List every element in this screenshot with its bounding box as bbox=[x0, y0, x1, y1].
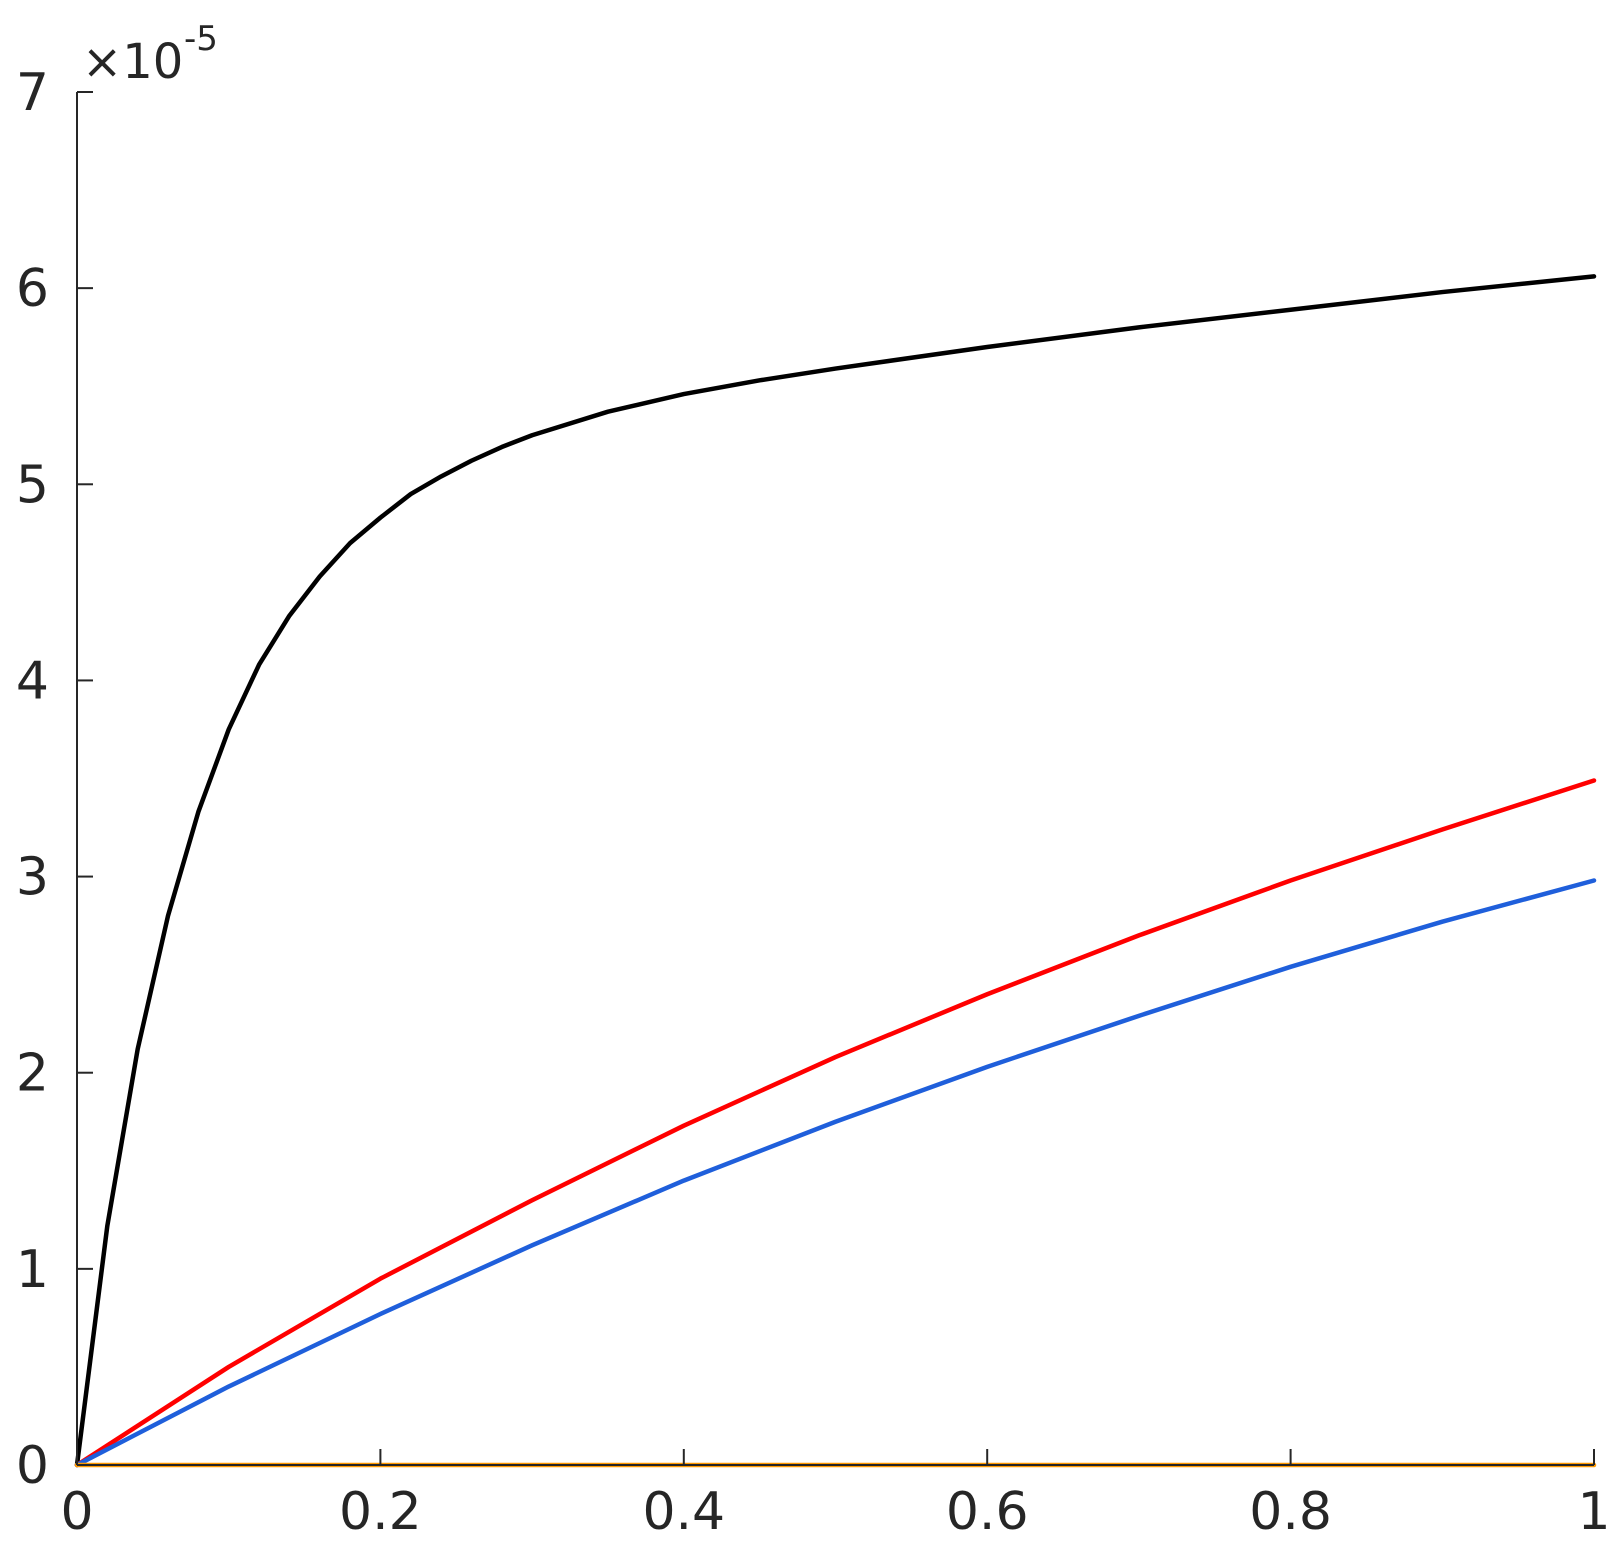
y-axis-exponent-power: -5 bbox=[184, 19, 218, 59]
x-tick-label-1: 0.2 bbox=[339, 1482, 422, 1542]
y-axis-ticks: 0 1 2 3 4 5 6 7 bbox=[16, 63, 93, 1496]
y-tick-label-4: 4 bbox=[16, 651, 49, 711]
y-tick-label-1: 1 bbox=[16, 1240, 49, 1300]
axes bbox=[76, 92, 1594, 1466]
x-tick-label-3: 0.6 bbox=[946, 1482, 1029, 1542]
y-tick-label-6: 6 bbox=[16, 259, 49, 319]
y-tick-label-7: 7 bbox=[16, 63, 49, 123]
x-tick-label-5: 1 bbox=[1577, 1482, 1610, 1542]
x-tick-label-4: 0.8 bbox=[1249, 1482, 1332, 1542]
series-line-2 bbox=[74, 778, 1597, 1468]
x-tick-label-0: 0 bbox=[60, 1482, 93, 1542]
y-axis-exponent: ×10 -5 bbox=[82, 19, 218, 90]
series-line-3 bbox=[74, 878, 1597, 1468]
y-axis-exponent-base: ×10 bbox=[82, 34, 183, 90]
y-tick-label-3: 3 bbox=[16, 848, 49, 908]
y-tick-label-5: 5 bbox=[16, 455, 49, 515]
x-tick-label-2: 0.4 bbox=[642, 1482, 725, 1542]
series-line-1 bbox=[74, 274, 1597, 1468]
y-tick-label-2: 2 bbox=[16, 1044, 49, 1104]
x-axis-ticks: 0 0.2 0.4 0.6 0.8 1 bbox=[60, 1449, 1611, 1542]
y-tick-label-0: 0 bbox=[16, 1436, 49, 1496]
series-layer bbox=[74, 274, 1597, 1468]
